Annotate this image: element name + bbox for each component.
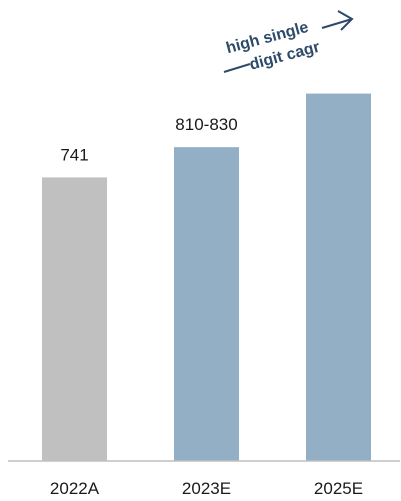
value-label-2023E: 810-830: [175, 115, 237, 134]
value-labels-group: 741 810-830: [60, 115, 237, 164]
bars-group: [42, 93, 371, 461]
annotation-dash: [223, 63, 251, 73]
bar-2025E: [306, 93, 371, 461]
x-tick-2022A: 2022A: [50, 479, 100, 498]
tick-labels-group: 2022A 2023E 2025E: [50, 479, 363, 498]
bar-2023E: [174, 147, 239, 461]
bar-2022A: [42, 177, 107, 461]
cagr-annotation: high single digit cagr: [224, 19, 321, 74]
x-tick-2023E: 2023E: [182, 479, 231, 498]
arrow-right-icon: [321, 10, 354, 31]
value-label-2022A: 741: [60, 145, 88, 164]
x-tick-2025E: 2025E: [314, 479, 363, 498]
